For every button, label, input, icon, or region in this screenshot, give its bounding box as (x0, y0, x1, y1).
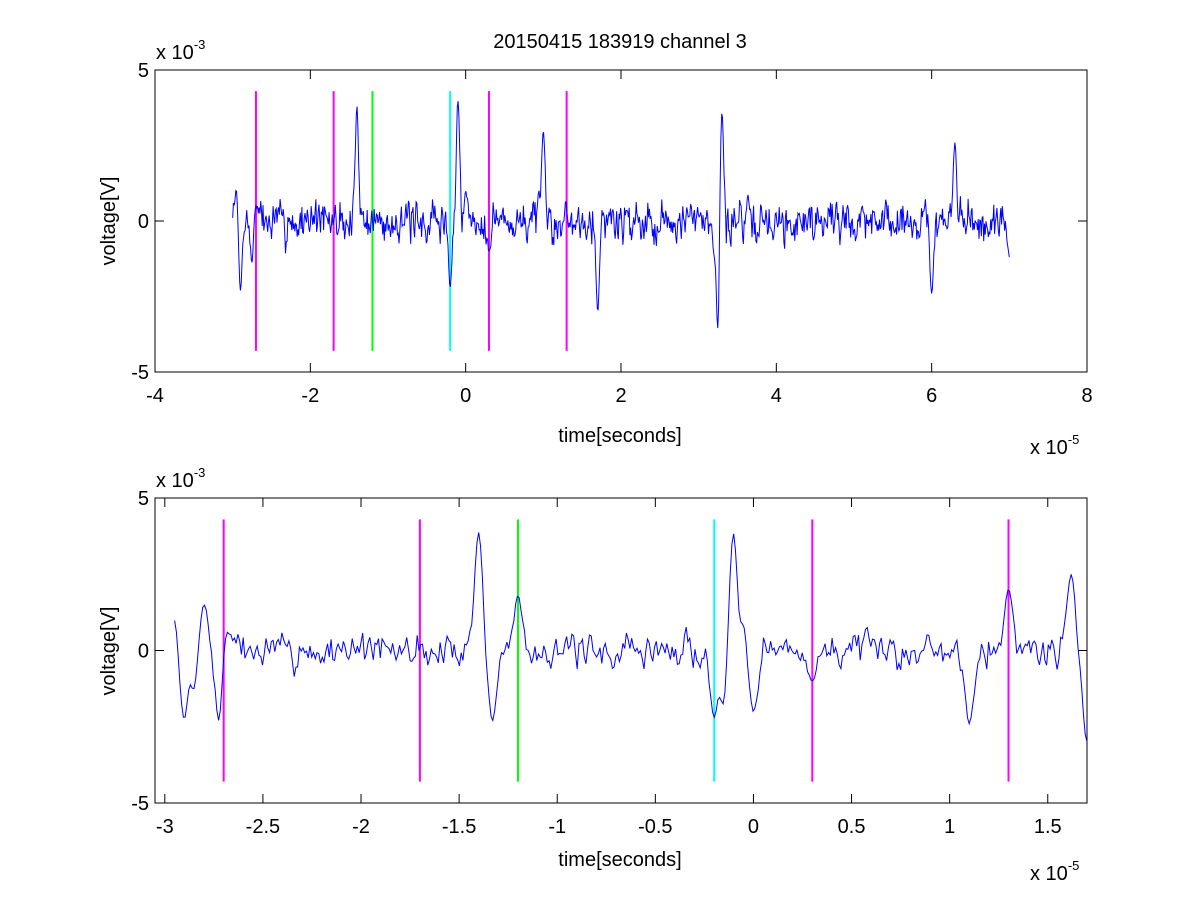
bottom-x-tick-label: -2.5 (246, 816, 280, 838)
top-y-exponent-power: -3 (194, 37, 206, 52)
bottom-x-tick-label: -3 (156, 816, 174, 838)
bottom-y-exponent-power: -3 (194, 465, 206, 480)
bottom-y-exponent: x 10-3 (156, 465, 205, 492)
bottom-y-tick-label: 5 (138, 488, 149, 510)
top-x-tick-label: 4 (771, 385, 782, 407)
bottom-y-tick-label: 0 (138, 641, 149, 663)
bottom-y-exponent-base: x 10 (156, 470, 194, 492)
bottom-x-tick-label: 0 (748, 816, 759, 838)
bottom-axes: -3 -2.5 -2 -1.5 -1 -0.5 0 0.5 1 1.5 -5 0 5 time[seco… (98, 465, 1088, 885)
figure-title: 20150415 183919 channel 3 (493, 31, 747, 53)
bottom-ticks: -3 -2.5 -2 -1.5 -1 -0.5 0 0.5 1 1.5 -5 0 5 (131, 488, 1087, 838)
top-x-tick-label: -4 (146, 385, 164, 407)
bottom-y-label: voltage[V] (98, 607, 120, 696)
top-markers (254, 91, 568, 351)
top-x-tick-label: 2 (615, 385, 626, 407)
top-x-exponent-base: x 10 (1030, 437, 1068, 459)
bottom-y-tick-label: -5 (131, 793, 149, 815)
top-x-exponent: x 10-5 (1030, 432, 1079, 459)
top-x-tick-label: -2 (301, 385, 319, 407)
top-y-label: voltage[V] (98, 177, 120, 266)
bottom-x-tick-label: -1.5 (442, 816, 476, 838)
bottom-x-tick-label: 1.5 (1034, 816, 1062, 838)
top-y-tick-label: -5 (131, 362, 149, 384)
bottom-x-tick-label: -2 (352, 816, 370, 838)
top-y-exponent: x 10-3 (156, 37, 205, 64)
top-y-tick-label: 0 (138, 211, 149, 233)
bottom-x-label: time[seconds] (558, 849, 681, 871)
bottom-x-exponent: x 10-5 (1030, 858, 1079, 885)
top-ticks: -4 -2 0 2 4 6 8 -5 0 5 (131, 60, 1092, 407)
bottom-x-exponent-base: x 10 (1030, 863, 1068, 885)
top-x-label: time[seconds] (558, 425, 681, 447)
top-axes: -4 -2 0 2 4 6 8 -5 0 5 time[seconds] voltage[V] x… (98, 37, 1093, 459)
top-x-tick-label: 6 (926, 385, 937, 407)
bottom-series (174, 532, 1088, 743)
bottom-x-tick-label: -0.5 (638, 816, 672, 838)
top-x-tick-label: 8 (1081, 385, 1092, 407)
top-x-exponent-power: -5 (1068, 432, 1080, 447)
top-y-exponent-base: x 10 (156, 42, 194, 64)
top-y-tick-label: 5 (138, 60, 149, 82)
bottom-x-tick-label: -1 (548, 816, 566, 838)
bottom-x-tick-label: 0.5 (838, 816, 866, 838)
top-series (232, 101, 1010, 329)
bottom-markers (222, 519, 1010, 782)
top-x-tick-label: 0 (460, 385, 471, 407)
bottom-x-exponent-power: -5 (1068, 858, 1080, 873)
bottom-x-tick-label: 1 (944, 816, 955, 838)
bottom-signal-line (174, 532, 1088, 743)
top-signal-line (232, 101, 1010, 329)
